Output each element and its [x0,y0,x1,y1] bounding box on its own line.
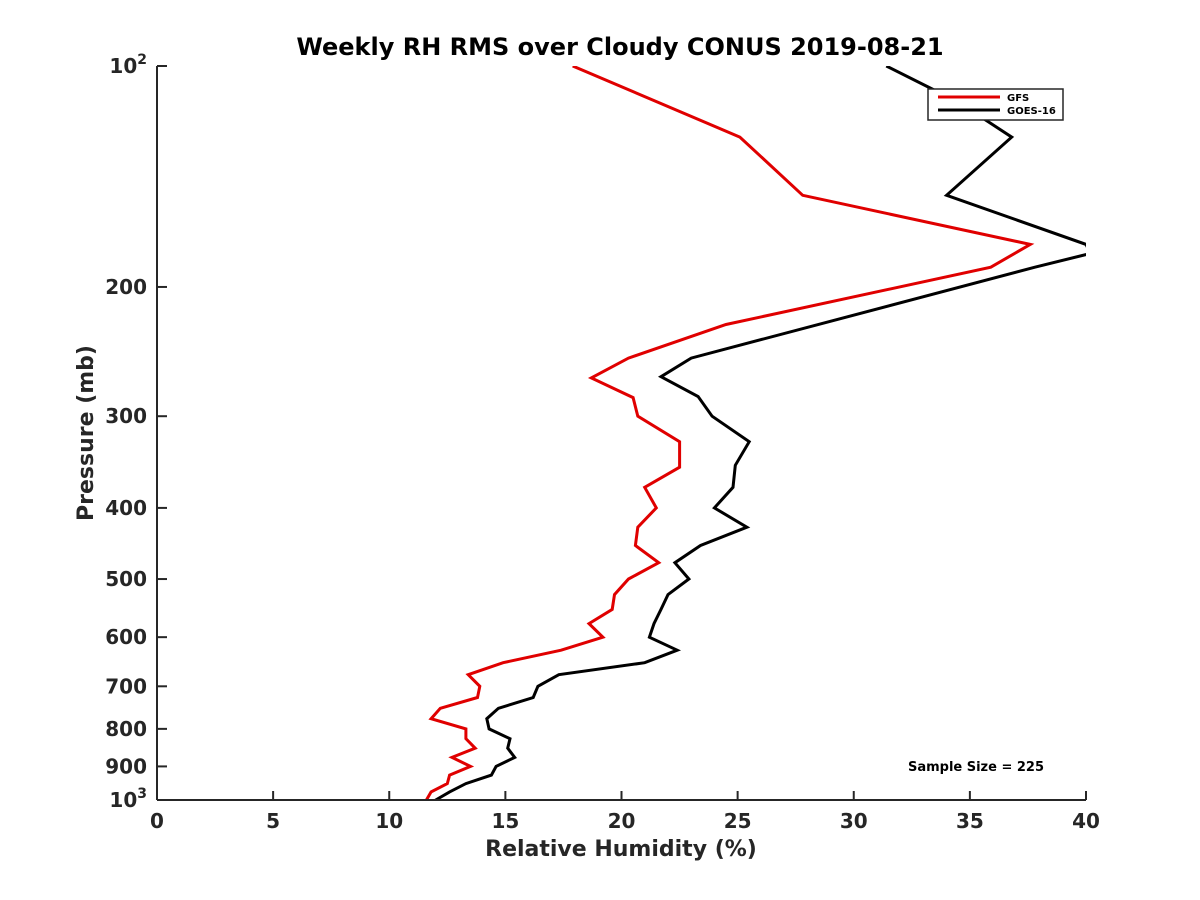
y-tick-label: 102 [109,52,147,78]
y-tick-label: 700 [105,674,147,698]
y-tick-label: 103 [109,786,147,812]
series-layer [424,66,1086,800]
y-tick-base: 800 [105,717,147,741]
y-axis-label: Pressure (mb) [74,345,99,521]
x-tick-label: 0 [150,809,164,833]
y-tick-label: 600 [105,625,147,649]
y-tick-base: 900 [105,754,147,778]
x-tick-label: 35 [956,809,984,833]
legend: GFS GOES-16 [927,88,1064,121]
y-tick-base: 400 [105,496,147,520]
x-axis-label: Relative Humidity (%) [485,837,757,862]
x-tick-label: 10 [375,809,403,833]
y-tick-label: 300 [105,404,147,428]
y-tick-base: 500 [105,567,147,591]
y-tick-label: 200 [105,275,147,299]
y-tick-label: 800 [105,717,147,741]
y-tick-base: 700 [105,674,147,698]
y-tick-label: 900 [105,754,147,778]
x-tick-label: 25 [724,809,752,833]
legend-box [927,88,1064,121]
x-tick-label: 5 [266,809,280,833]
y-tick-base: 10 [109,788,137,812]
x-tick-label: 15 [491,809,519,833]
y-tick-base: 600 [105,625,147,649]
y-tick-exponent: 2 [137,52,147,68]
y-tick-base: 200 [105,275,147,299]
chart-title: Weekly RH RMS over Cloudy CONUS 2019-08-… [296,33,943,61]
x-tick-label: 30 [840,809,868,833]
y-tick-base: 10 [109,54,137,78]
series-line-gfs [424,66,1035,800]
legend-label-goes16: GOES-16 [1007,106,1056,117]
y-tick-label: 400 [105,496,147,520]
legend-label-gfs: GFS [1007,93,1029,104]
sample-size-annotation: Sample Size = 225 [908,760,1044,775]
x-tick-label: 40 [1072,809,1100,833]
x-tick-label: 20 [608,809,636,833]
y-tick-base: 300 [105,404,147,428]
y-tick-exponent: 3 [137,786,147,802]
series-line-goes16 [433,66,1086,800]
x-axis-ticks: 0 5 10 15 20 25 30 35 40 [150,791,1100,833]
y-tick-label: 500 [105,567,147,591]
